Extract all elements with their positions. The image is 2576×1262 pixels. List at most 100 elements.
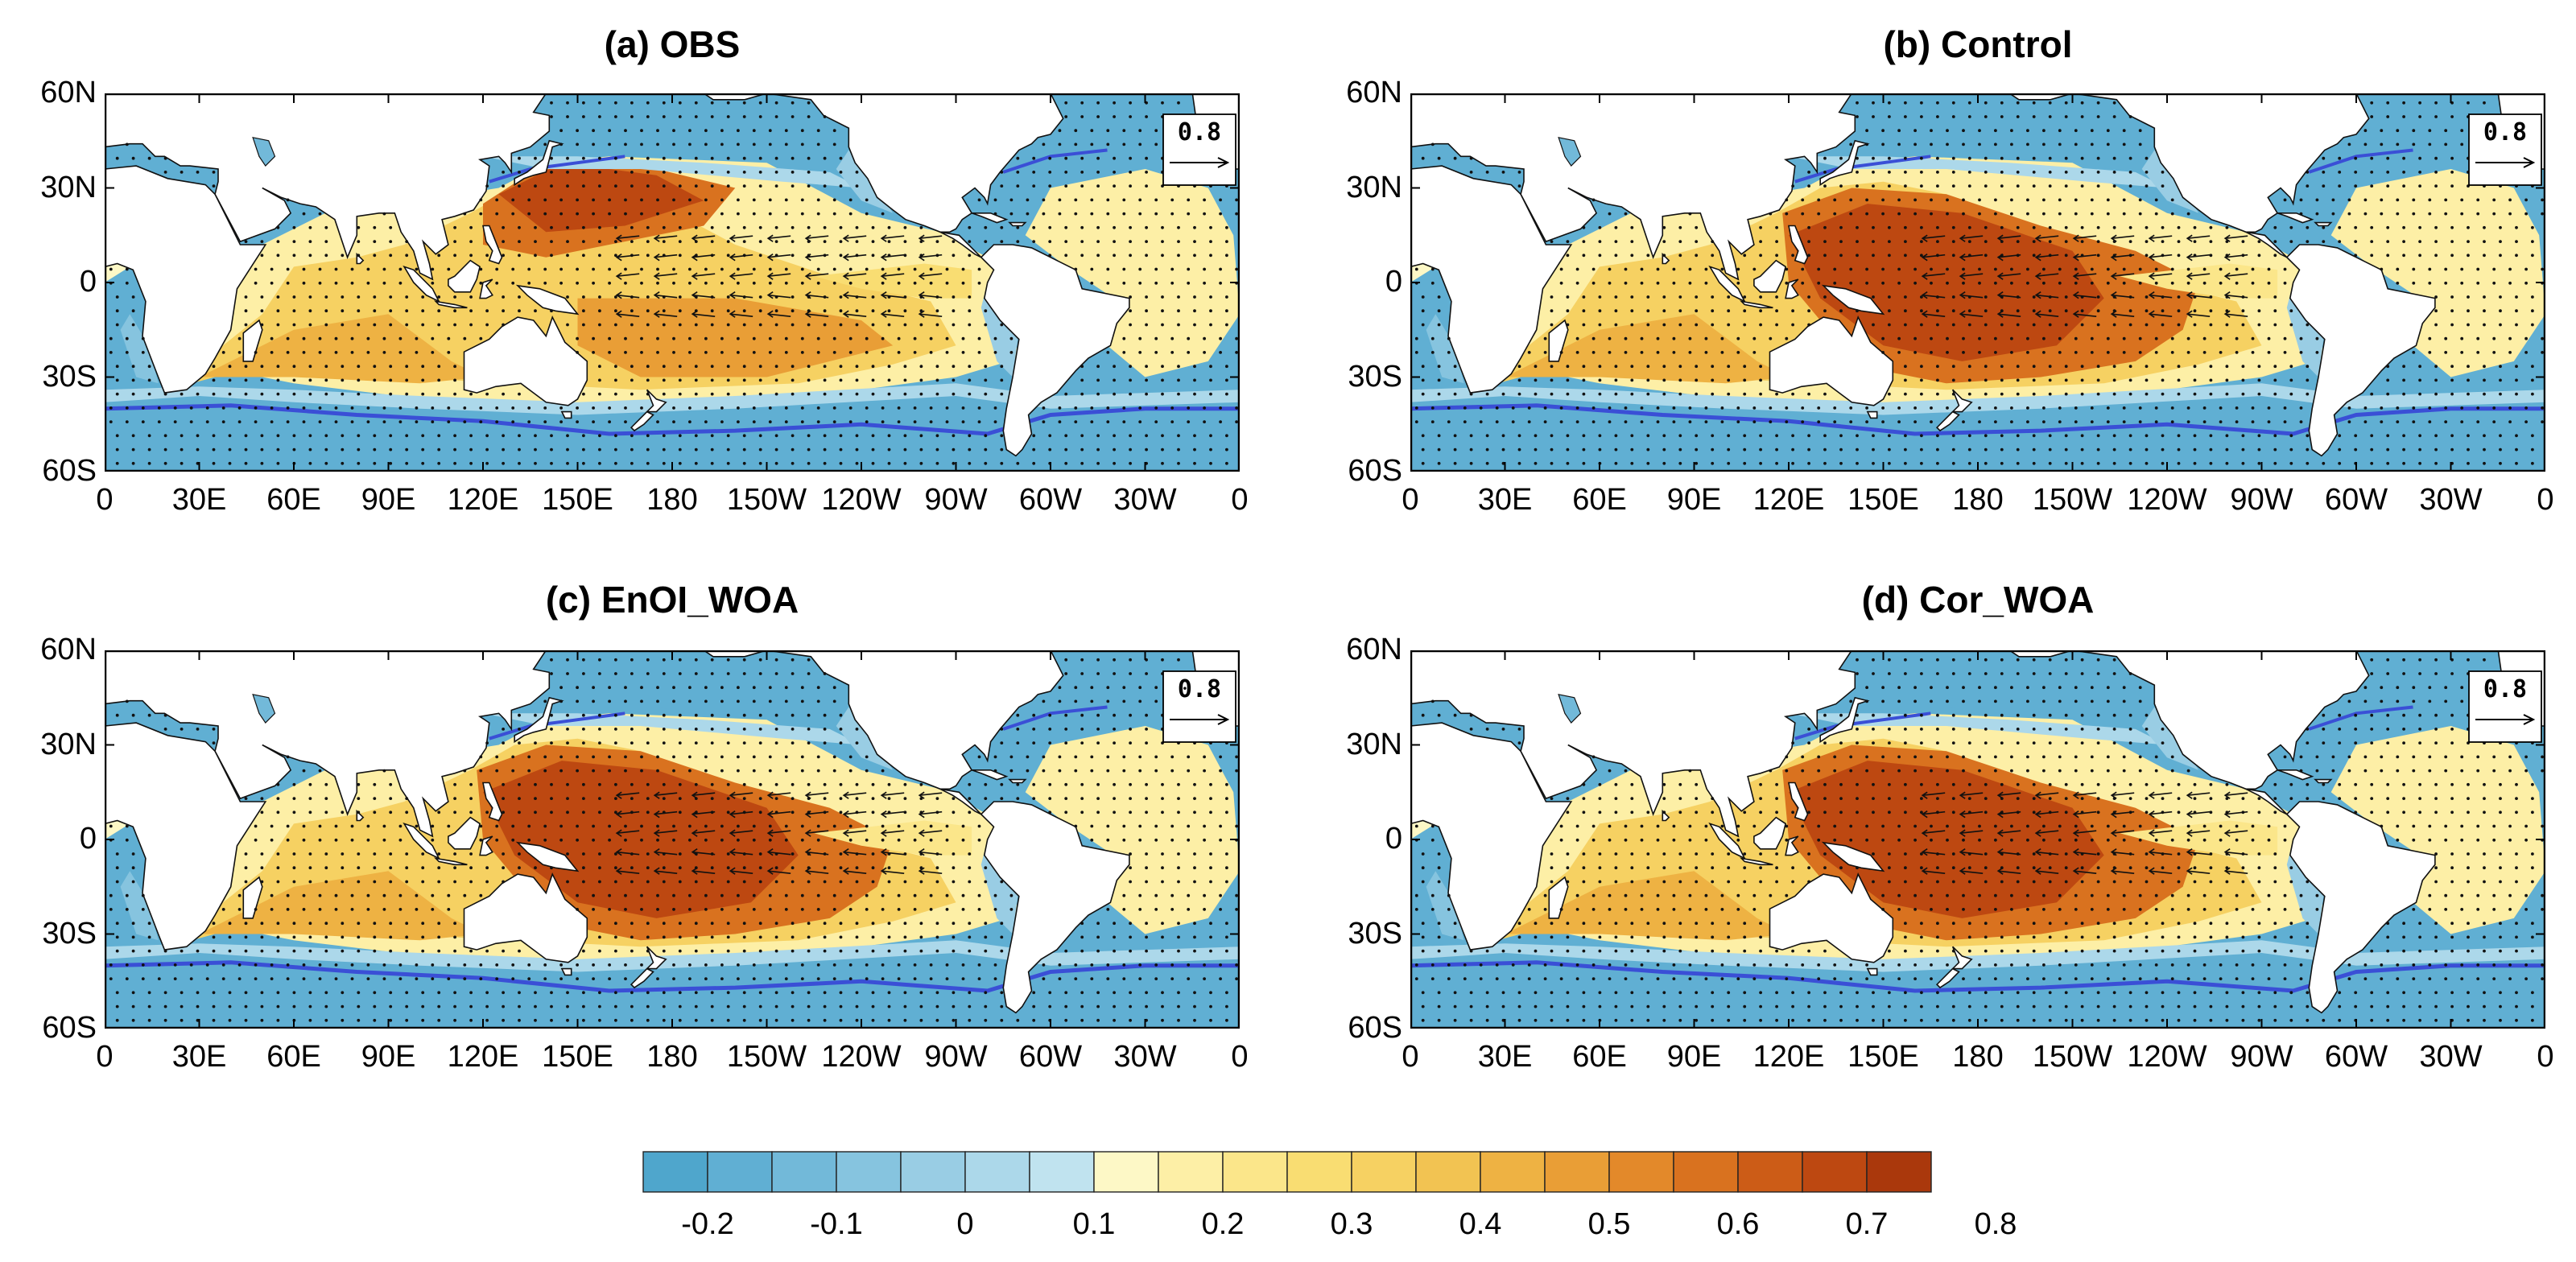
colorbar-swatch — [1286, 1151, 1352, 1193]
lon-tick-label: 150W — [2032, 1040, 2113, 1074]
lon-tick-label: 30E — [171, 1040, 227, 1074]
lon-tick-label: 30W — [2419, 1040, 2483, 1074]
lon-tick-label: 150W — [726, 1040, 807, 1074]
colorbar-swatch — [771, 1151, 837, 1193]
lon-tick-label: 0 — [1231, 483, 1249, 517]
lat-tick-label: 30S — [42, 359, 97, 394]
lat-tick-label: 60N — [1346, 76, 1402, 109]
lon-tick-label: 120W — [821, 483, 902, 517]
colorbar-swatch — [1480, 1151, 1546, 1193]
lon-tick-label: 0 — [1231, 1040, 1249, 1074]
lon-tick-label: 30W — [1113, 1040, 1177, 1074]
lat-tick-label: 30N — [40, 727, 97, 761]
colorbar-swatch — [900, 1151, 966, 1193]
lon-tick-label: 150E — [542, 1040, 613, 1074]
reference-vector-label: 0.8 — [2483, 675, 2527, 703]
lon-tick-label: 60E — [266, 1040, 321, 1074]
colorbar-swatch — [1866, 1151, 1932, 1193]
lat-tick-label: 60S — [42, 1011, 97, 1045]
map-panel-d: 0.8 — [1410, 650, 2545, 1029]
lon-tick-label: 60W — [2324, 483, 2388, 517]
lon-tick-label: 60W — [1018, 483, 1083, 517]
lat-tick-label: 30S — [1348, 359, 1402, 394]
lon-tick-label: 90W — [2230, 483, 2293, 517]
colorbar-swatch — [964, 1151, 1030, 1193]
colorbar-swatch — [642, 1151, 708, 1193]
lat-tick-label: 0 — [79, 822, 97, 856]
colorbar-swatch — [836, 1151, 902, 1193]
colorbar-tick-label: -0.2 — [681, 1207, 734, 1241]
lon-tick-label: 150E — [542, 483, 613, 517]
lon-tick-label: 0 — [96, 1040, 114, 1074]
colorbar-tick-label: 0.4 — [1459, 1207, 1502, 1241]
lon-tick-label: 120E — [447, 1040, 519, 1074]
colorbar-tick-label: 0.2 — [1201, 1207, 1245, 1241]
lon-tick-label: 120E — [1752, 1040, 1825, 1074]
lon-tick-label: 120E — [1752, 483, 1825, 517]
colorbar-swatch — [1737, 1151, 1803, 1193]
map-panel-c: 0.8 — [105, 650, 1240, 1029]
lat-tick-label: 0 — [1385, 265, 1402, 299]
lon-tick-label: 30E — [1477, 483, 1533, 517]
colorbar-swatch — [707, 1151, 773, 1193]
lon-tick-label: 90E — [361, 483, 416, 517]
lon-tick-label: 150E — [1847, 483, 1919, 517]
lon-tick-label: 60W — [1018, 1040, 1083, 1074]
map-panel-b: 0.8 — [1410, 93, 2545, 472]
lat-tick-label: 30N — [40, 170, 97, 204]
panel-title-a: (a) OBS — [604, 23, 741, 65]
lat-tick-label: 0 — [1385, 822, 1402, 856]
lat-tick-label: 60S — [1348, 454, 1402, 488]
lon-tick-label: 150E — [1847, 1040, 1919, 1074]
lon-tick-label: 0 — [1402, 1040, 1419, 1074]
lon-tick-label: 180 — [1952, 1040, 2004, 1074]
lon-tick-label: 30W — [2419, 483, 2483, 517]
lon-tick-label: 60E — [1572, 483, 1627, 517]
lon-tick-label: 30E — [171, 483, 227, 517]
lat-tick-label: 60N — [40, 633, 97, 666]
lon-tick-label: 0 — [2537, 1040, 2554, 1074]
lon-tick-label: 120W — [2127, 1040, 2207, 1074]
colorbar-tick-label: 0.1 — [1072, 1207, 1116, 1241]
lon-tick-label: 120W — [2127, 483, 2207, 517]
lon-tick-label: 180 — [646, 1040, 698, 1074]
colorbar-tick-label: 0.8 — [1974, 1207, 2017, 1241]
lon-tick-label: 90W — [2230, 1040, 2293, 1074]
colorbar-tick-label: 0.5 — [1587, 1207, 1631, 1241]
lon-tick-label: 90W — [924, 1040, 988, 1074]
lon-tick-label: 30W — [1113, 483, 1177, 517]
lon-tick-label: 90W — [924, 483, 988, 517]
lon-tick-label: 120E — [447, 483, 519, 517]
lat-tick-label: 30N — [1346, 727, 1402, 761]
lat-tick-label: 60N — [1346, 633, 1402, 666]
lon-tick-label: 0 — [2537, 483, 2554, 517]
colorbar-swatch — [1351, 1151, 1417, 1193]
lon-tick-label: 0 — [1402, 483, 1419, 517]
colorbar-swatch — [1093, 1151, 1159, 1193]
lon-tick-label: 150W — [2032, 483, 2113, 517]
colorbar-tick-label: 0.3 — [1330, 1207, 1373, 1241]
lon-tick-label: 180 — [1952, 483, 2004, 517]
reference-vector-label: 0.8 — [2483, 118, 2527, 146]
colorbar-swatch — [1673, 1151, 1739, 1193]
lon-tick-label: 0 — [96, 483, 114, 517]
colorbar-swatch — [1608, 1151, 1674, 1193]
lat-tick-label: 30N — [1346, 170, 1402, 204]
lon-tick-label: 120W — [821, 1040, 902, 1074]
lon-tick-label: 90E — [361, 1040, 416, 1074]
lon-tick-label: 90E — [1666, 483, 1722, 517]
lat-tick-label: 30S — [42, 916, 97, 951]
lon-tick-label: 90E — [1666, 1040, 1722, 1074]
colorbar-swatch — [1415, 1151, 1481, 1193]
colorbar-swatch — [1029, 1151, 1095, 1193]
map-panel-a: 0.8 — [105, 93, 1240, 472]
lon-tick-label: 180 — [646, 483, 698, 517]
lat-tick-label: 60S — [1348, 1011, 1402, 1045]
lat-tick-label: 60N — [40, 76, 97, 109]
colorbar-swatch — [1802, 1151, 1868, 1193]
lon-tick-label: 30E — [1477, 1040, 1533, 1074]
reference-vector-label: 0.8 — [1178, 118, 1221, 146]
lon-tick-label: 60E — [266, 483, 321, 517]
colorbar-swatch — [1158, 1151, 1224, 1193]
lat-tick-label: 60S — [42, 454, 97, 488]
